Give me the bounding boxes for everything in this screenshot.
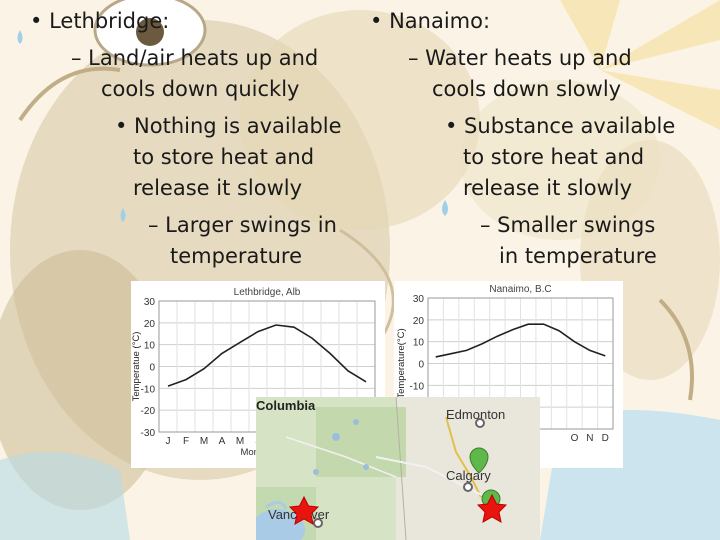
map-panel[interactable]: Columbia Edmonton Calgary Vancouver [256, 397, 540, 540]
right-bullet-text: Nanaimo: [389, 9, 491, 33]
right-sub-line-2: cools down slowly [432, 77, 622, 101]
map-markers [288, 418, 508, 528]
series-line [167, 324, 367, 387]
y-tick-label: 0 [149, 363, 155, 374]
y-tick-label: 20 [413, 316, 425, 327]
x-tick-label: M [236, 436, 244, 447]
y-tick-label: 30 [413, 294, 425, 305]
right-dash-line-2: in temperature [499, 244, 657, 268]
chart-title: Lethbridge, Alb [234, 287, 301, 298]
x-tick-label: F [183, 436, 189, 447]
y-tick-label: 10 [144, 341, 156, 352]
right-sub-sub-line-2: to store heat and [463, 145, 645, 169]
x-tick-label: J [166, 436, 171, 447]
map-label-edmonton: Edmonton [446, 407, 506, 422]
y-tick-label: -30 [141, 428, 156, 439]
x-tick-label: A [219, 436, 226, 447]
red-star-icon [288, 495, 320, 525]
left-bullet-text: Lethbridge: [49, 9, 170, 33]
y-tick-label: -20 [141, 406, 156, 417]
chart-title: Nanaimo, B.C [489, 284, 551, 295]
left-dash-line-2: temperature [170, 244, 302, 268]
series-line [435, 323, 606, 358]
y-tick-label: 10 [413, 338, 425, 349]
x-tick-label: O [571, 433, 579, 444]
calgary-dot-icon [463, 482, 473, 492]
y-tick-label: 30 [144, 297, 156, 308]
left-sub-sub-line-3: release it slowly [133, 176, 303, 200]
left-column: • Lethbridge: – Land/air heats up and co… [0, 6, 355, 276]
map-label-columbia: Columbia [256, 398, 316, 413]
right-bullet-heading: • Nanaimo: [370, 9, 491, 33]
edmonton-dot-icon [475, 418, 485, 428]
x-tick-label: N [586, 433, 593, 444]
left-dash-line-1: – Larger swings in [148, 213, 337, 237]
x-tick-label: D [602, 433, 609, 444]
right-sub-sub-line-3: release it slowly [463, 176, 633, 200]
y-axis-label: Temperature(°C) [396, 328, 407, 398]
x-axis-label: Mon [240, 447, 258, 458]
left-bullet-heading: • Lethbridge: [30, 9, 170, 33]
red-star-icon [476, 493, 508, 523]
right-sub-line-1: – Water heats up and [408, 46, 632, 70]
left-sub-sub-line-1: • Nothing is available [115, 114, 342, 138]
x-tick-label: M [200, 436, 208, 447]
right-sub-sub-line-1: • Substance available [445, 114, 676, 138]
y-tick-label: 0 [418, 360, 424, 371]
y-tick-label: -10 [141, 384, 156, 395]
left-sub-line-1: – Land/air heats up and [71, 46, 319, 70]
vancouver-dot-icon [313, 518, 323, 528]
y-tick-label: -10 [410, 381, 425, 392]
green-map-pin-icon[interactable] [469, 447, 489, 474]
y-axis-label: Temperatue (°C) [131, 332, 142, 402]
right-column: • Nanaimo: – Water heats up and cools do… [360, 6, 720, 276]
left-sub-line-2: cools down quickly [101, 77, 300, 101]
y-tick-label: 20 [144, 319, 156, 330]
right-dash-line-1: – Smaller swings [480, 213, 656, 237]
left-sub-sub-line-2: to store heat and [133, 145, 315, 169]
